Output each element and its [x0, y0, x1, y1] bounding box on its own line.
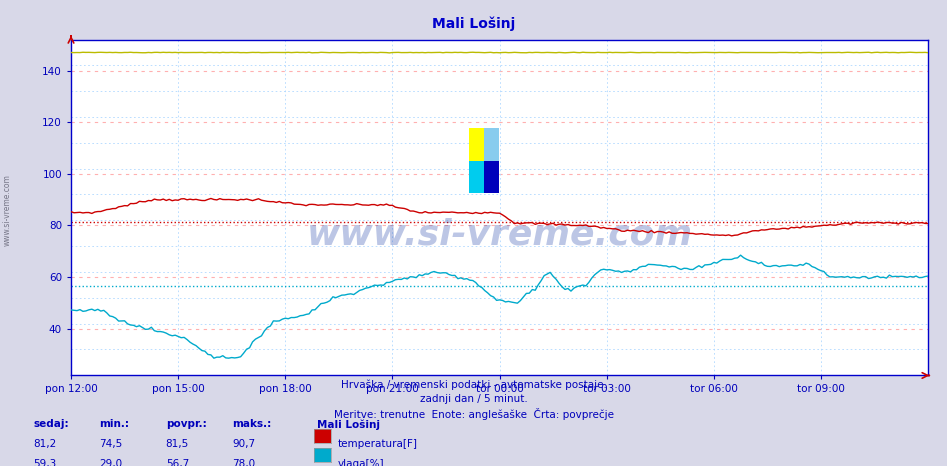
Text: Hrvaška / vremenski podatki - avtomatske postaje.: Hrvaška / vremenski podatki - avtomatske…	[341, 380, 606, 391]
Text: 81,5: 81,5	[166, 439, 189, 449]
Text: maks.:: maks.:	[232, 419, 271, 429]
Text: 59,3: 59,3	[33, 459, 57, 466]
Text: 90,7: 90,7	[232, 439, 255, 449]
Text: sedaj:: sedaj:	[33, 419, 69, 429]
Text: zadnji dan / 5 minut.: zadnji dan / 5 minut.	[420, 394, 527, 404]
Text: 29,0: 29,0	[99, 459, 122, 466]
Text: Mali Lošinj: Mali Lošinj	[317, 419, 381, 430]
Text: www.si-vreme.com: www.si-vreme.com	[3, 174, 12, 246]
Text: min.:: min.:	[99, 419, 130, 429]
Text: 78,0: 78,0	[232, 459, 255, 466]
Text: Mali Lošinj: Mali Lošinj	[432, 16, 515, 31]
Text: vlaga[%]: vlaga[%]	[338, 459, 384, 466]
Text: 74,5: 74,5	[99, 439, 123, 449]
Text: Meritve: trenutne  Enote: anglešaške  Črta: povprečje: Meritve: trenutne Enote: anglešaške Črta…	[333, 408, 614, 420]
Text: 81,2: 81,2	[33, 439, 57, 449]
Text: temperatura[F]: temperatura[F]	[338, 439, 418, 449]
Text: 56,7: 56,7	[166, 459, 189, 466]
Text: povpr.:: povpr.:	[166, 419, 206, 429]
Text: www.si-vreme.com: www.si-vreme.com	[307, 217, 692, 251]
